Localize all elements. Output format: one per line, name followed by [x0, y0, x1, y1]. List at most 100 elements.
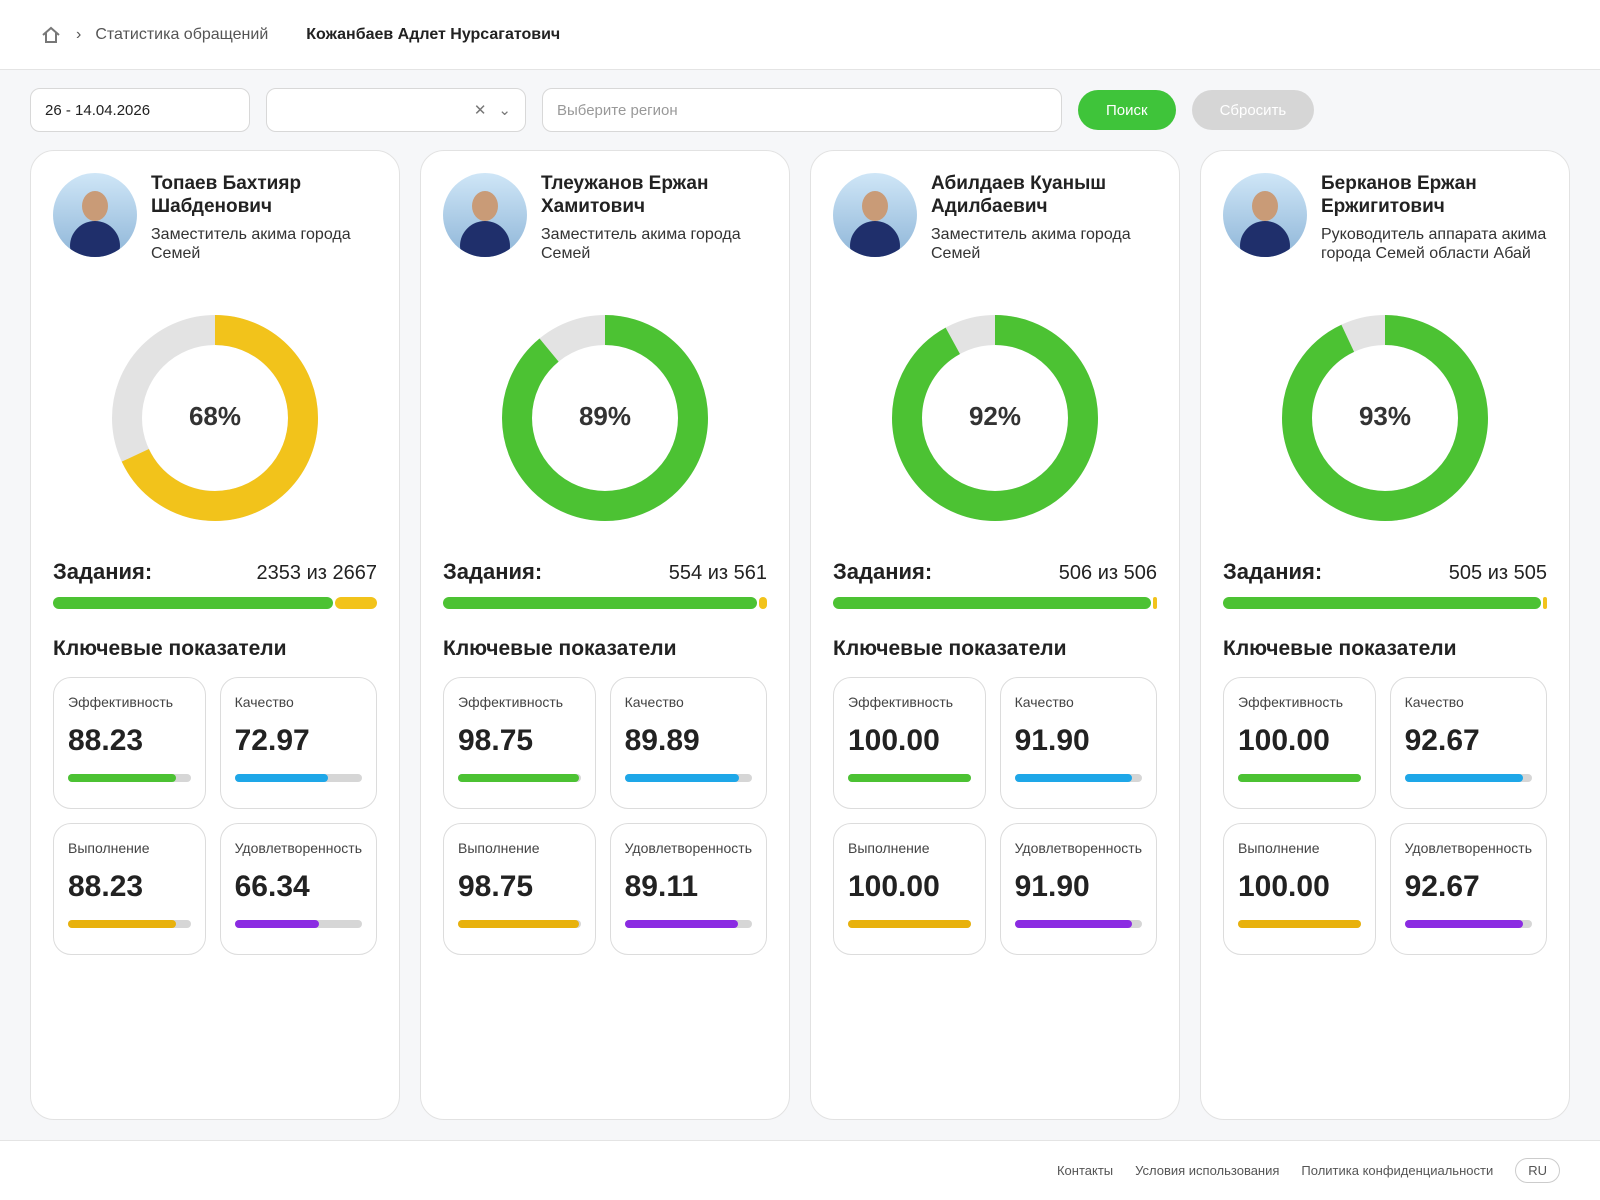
tasks-title: Задания: [443, 559, 543, 584]
language-switch[interactable]: RU [1515, 1158, 1560, 1183]
date-range[interactable]: 26 - 14.04.2026 [30, 88, 250, 132]
tasks-total-bar [1543, 597, 1547, 609]
region-select[interactable]: Выберите регион [542, 88, 1062, 132]
kpi-value: 72.97 [234, 724, 310, 757]
avatar [443, 173, 527, 257]
kpi-box: Эффективность 98.75 [443, 677, 596, 809]
kpi-track [848, 774, 971, 782]
tasks-title: Задания: [53, 559, 153, 584]
kpi-value: 91.90 [1014, 724, 1090, 757]
kpi-value: 98.75 [458, 724, 534, 757]
kpi-box: Удовлетворенность 66.34 [219, 823, 377, 955]
tasks-row: Задания: 554 из 561 [443, 559, 767, 585]
kpi-track [68, 920, 191, 928]
avatar [53, 173, 137, 257]
donut-arc [892, 315, 1098, 521]
kpi-value: 88.23 [68, 870, 144, 903]
select[interactable]: ✕ ⌄ [266, 88, 526, 132]
kpi-name: Качество [1014, 694, 1074, 710]
tasks-row: Задания: 2353 из 2667 [53, 559, 377, 585]
kpi-track [1014, 920, 1142, 928]
footer-link[interactable]: Контакты [1056, 1163, 1114, 1178]
kpi-name: Удовлетворенность [234, 840, 362, 856]
donut-label: 92% [969, 401, 1021, 431]
tasks-count: 554 из 561 [668, 562, 767, 584]
kpi-name: Эффективность [458, 694, 564, 710]
tasks-bar [833, 597, 1157, 609]
person-card: Абилдаев Куаныш Адилбаевич Заместитель ак… [810, 150, 1180, 1120]
kpi-name: Удовлетворенность [1404, 840, 1532, 856]
key-indicators-title: Ключевые показатели [53, 637, 287, 660]
person-role: Заместитель акима города Семей [151, 225, 351, 262]
footer-link[interactable]: Политика конфиденциальности [1301, 1163, 1494, 1178]
kpi-bar [68, 920, 177, 928]
donut-arc [112, 315, 318, 521]
reset-button[interactable]: Сбросить [1191, 90, 1315, 130]
user-name: Кожанбаев Адлет Нурсагатович [306, 25, 561, 43]
breadcrumb[interactable]: Статистика обращений [95, 25, 269, 43]
kpi-track [624, 920, 752, 928]
kpi-value: 89.11 [624, 870, 699, 903]
person-info: Топаев Бахтияр Шабденович Заместитель аки… [151, 173, 377, 283]
kpi-track [234, 920, 362, 928]
avatar [833, 173, 917, 257]
kpi-box: Качество 91.90 [999, 677, 1157, 809]
kpi-bar [458, 774, 580, 782]
tasks-done-bar [443, 597, 757, 609]
home-icon[interactable] [40, 24, 62, 46]
kpi-box: Удовлетворенность 92.67 [1389, 823, 1547, 955]
tasks-count: 505 из 505 [1448, 562, 1547, 584]
person-info: Тлеужанов Ержан Хамитович Заместитель аки… [541, 173, 767, 283]
tasks-bar [443, 597, 767, 609]
person-name: Тлеужанов Ержан Хамитович [541, 173, 709, 217]
search-button[interactable]: Поиск [1078, 90, 1176, 130]
kpi-bar [1014, 774, 1132, 782]
kpi-bar [1404, 774, 1523, 782]
tasks-row: Задания: 505 из 505 [1223, 559, 1547, 585]
tasks-done-bar [1223, 597, 1541, 609]
tasks-title: Задания: [1223, 559, 1323, 584]
kpi-name: Выполнение [458, 840, 540, 856]
kpi-name: Удовлетворенность [1014, 840, 1142, 856]
person-header: Абилдаев Куаныш Адилбаевич Заместитель ак… [833, 173, 1157, 283]
key-indicators-title: Ключевые показатели [1223, 637, 1457, 660]
tasks-bar [53, 597, 377, 609]
donut-label: 89% [579, 401, 631, 431]
kpi-track [1238, 774, 1361, 782]
header: › Статистика обращений Кожанбаев Адлет Н… [0, 0, 1600, 70]
person-card: Топаев Бахтияр Шабденович Заместитель аки… [30, 150, 400, 1120]
donut-chart: 92% [892, 315, 1098, 521]
donut-chart: 93% [1282, 315, 1488, 521]
person-name: Абилдаев Куаныш Адилбаевич [931, 173, 1107, 217]
footer: Контакты Условия использования Политика … [0, 1140, 1600, 1200]
kpi-value: 88.23 [68, 724, 144, 757]
tasks-total-bar [1153, 597, 1157, 609]
kpi-track [458, 774, 581, 782]
kpi-box: Удовлетворенность 89.11 [609, 823, 767, 955]
kpi-name: Эффективность [1238, 694, 1344, 710]
tasks-bar [1223, 597, 1547, 609]
kpi-bar [234, 774, 328, 782]
kpi-bar [624, 774, 740, 782]
kpi-box: Эффективность 100.00 [1223, 677, 1376, 809]
kpi-name: Эффективность [68, 694, 174, 710]
kpi-track [1404, 774, 1532, 782]
kpi-grid: Эффективность 100.00 Качество 92.67 Выполнен… [1223, 677, 1547, 955]
kpi-value: 91.90 [1014, 870, 1090, 903]
clear-icon[interactable]: ✕ [473, 102, 487, 119]
avatar [1223, 173, 1307, 257]
kpi-grid: Эффективность 88.23 Качество 72.97 Выполнени… [53, 677, 377, 955]
kpi-track [68, 774, 191, 782]
kpi-box: Качество 72.97 [219, 677, 377, 809]
kpi-box: Качество 92.67 [1389, 677, 1547, 809]
kpi-name: Выполнение [848, 840, 930, 856]
donut-arc [502, 315, 708, 521]
kpi-value: 100.00 [848, 724, 940, 757]
kpi-value: 89.89 [624, 724, 700, 757]
kpi-bar [1238, 774, 1361, 782]
kpi-bar [1238, 920, 1361, 928]
footer-link[interactable]: Условия использования [1135, 1163, 1280, 1178]
cards: Топаев Бахтияр Шабденович Заместитель аки… [30, 150, 1570, 1120]
person-role: Заместитель акима города Семей [541, 225, 741, 262]
kpi-box: Выполнение 88.23 [53, 823, 206, 955]
